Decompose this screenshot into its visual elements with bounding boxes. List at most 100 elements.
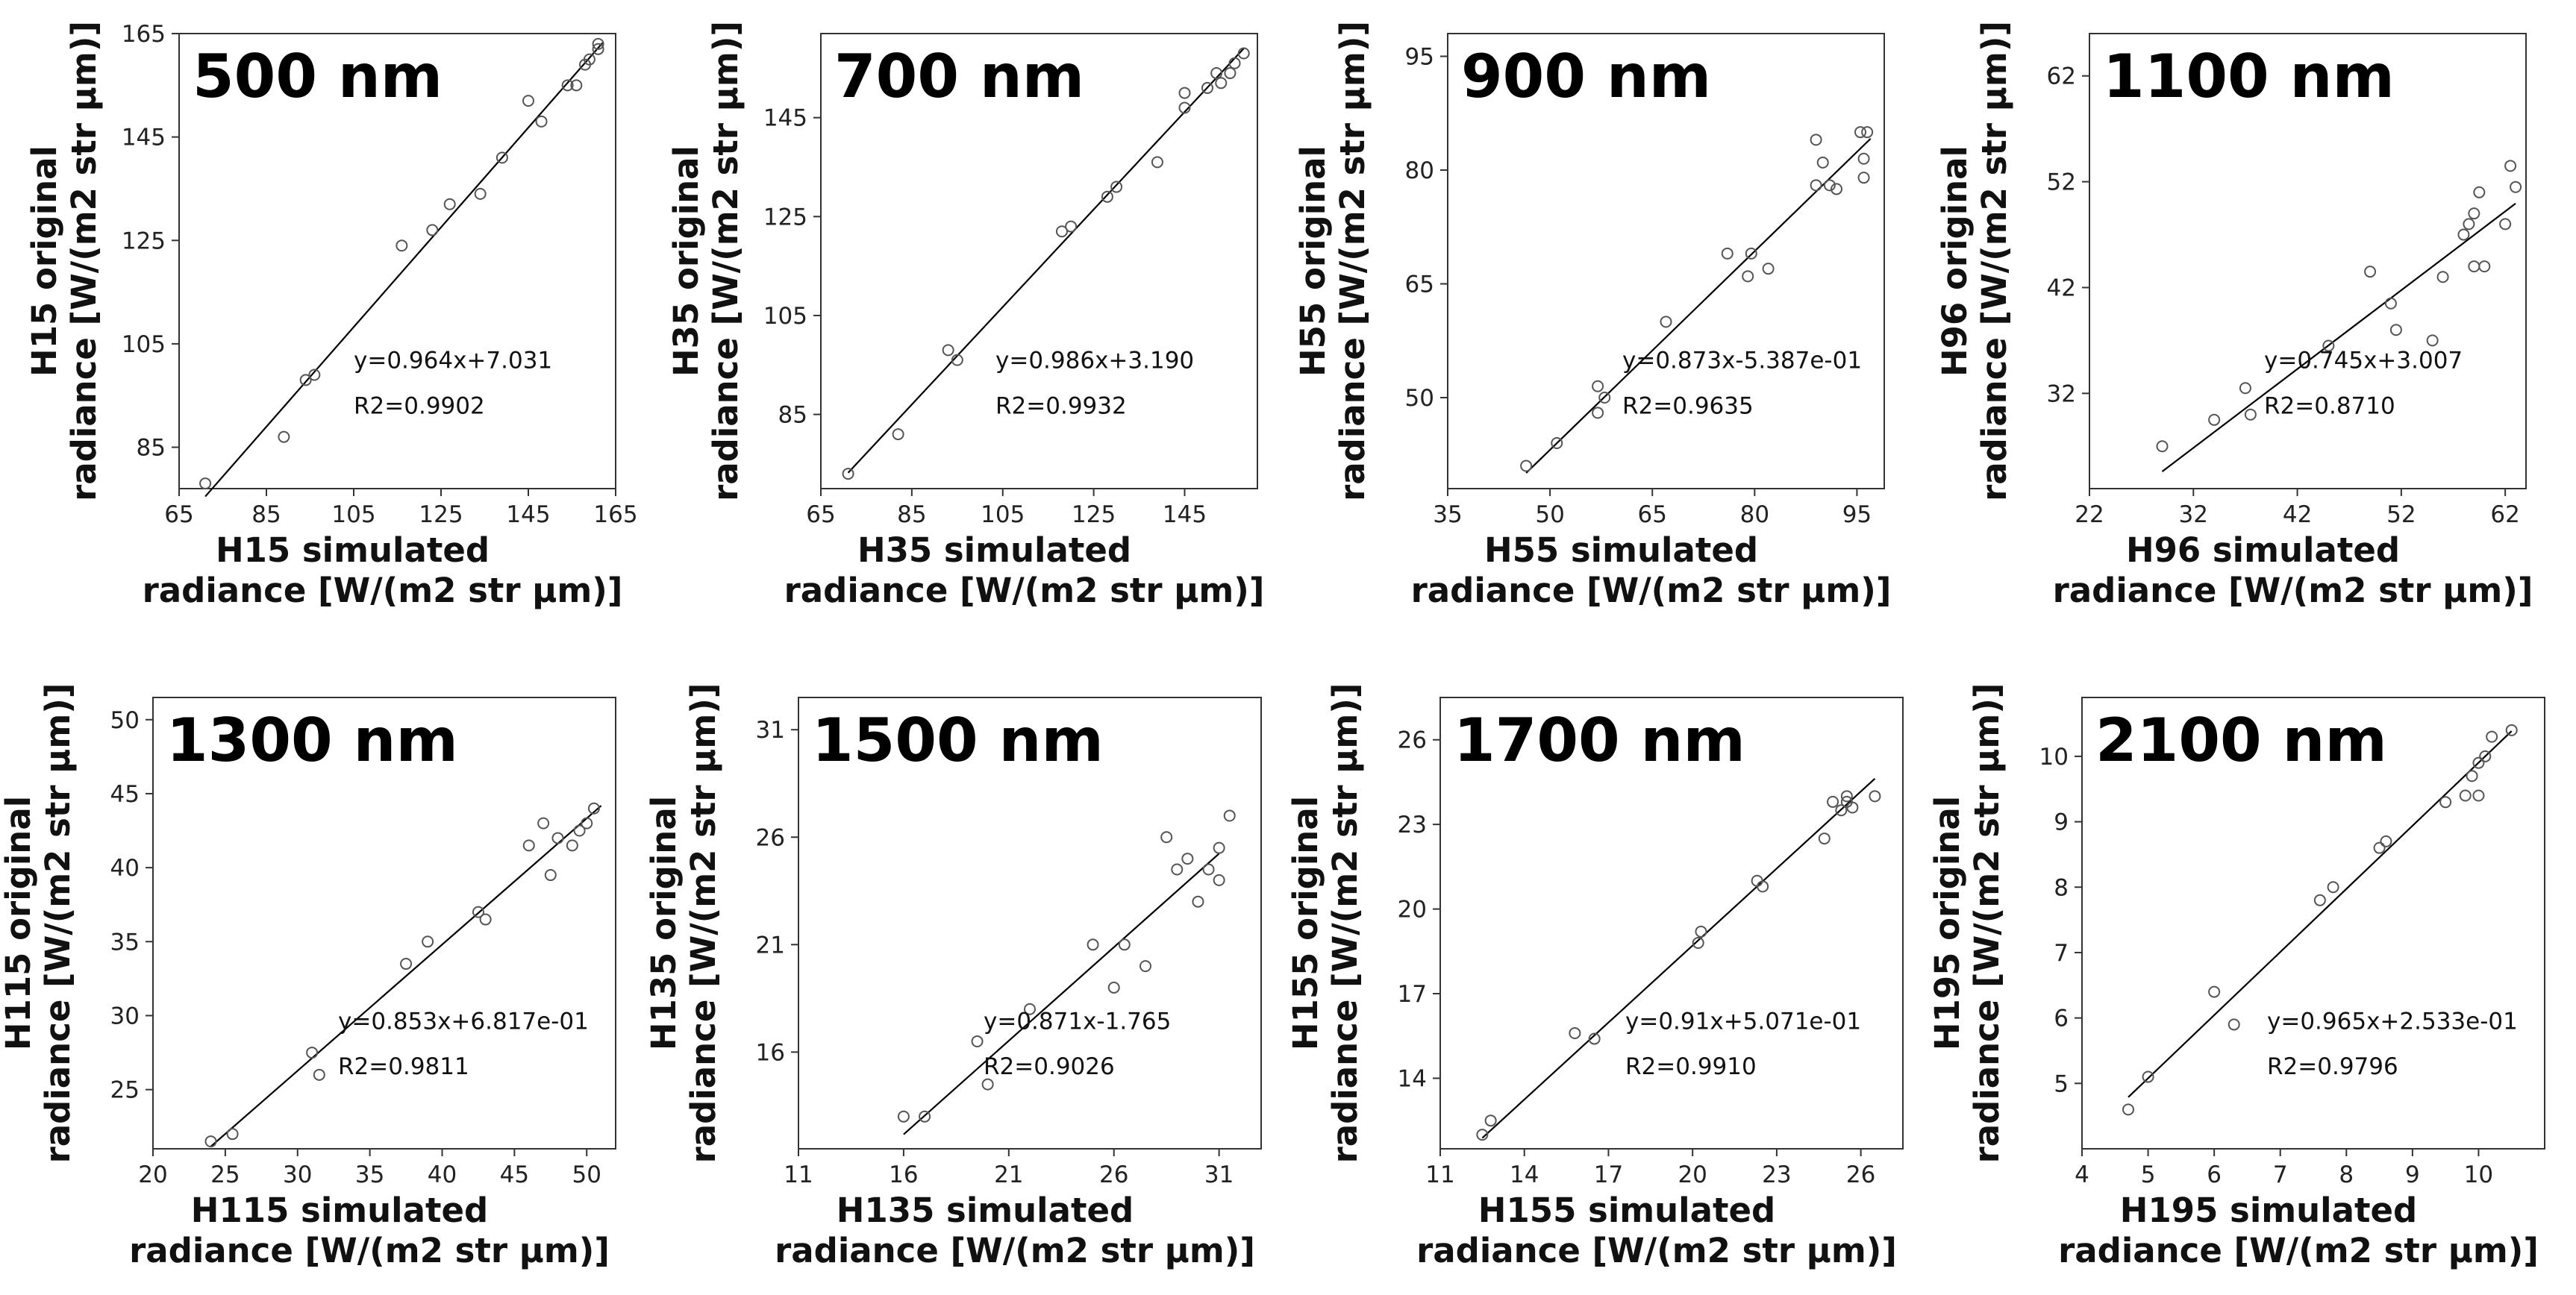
data-point (1816, 156, 1829, 169)
y-tick-label: 26 (756, 824, 785, 851)
data-point (2479, 750, 2492, 762)
data-point (971, 1035, 984, 1047)
data-point (1484, 1114, 1497, 1127)
data-point (199, 477, 212, 490)
data-point (522, 839, 535, 852)
x-tick-label: 11 (784, 1161, 813, 1188)
data-point (1692, 936, 1704, 949)
y-axis-label-unit: radiance [W/(m2 str µm)] (38, 683, 78, 1164)
r-squared: R2=0.9026 (984, 1053, 1115, 1080)
regression-line (2161, 202, 2516, 473)
data-point (1224, 67, 1237, 80)
data-point (1213, 841, 1225, 854)
data-point (522, 95, 534, 107)
data-point (2468, 207, 2480, 220)
wavelength-title: 2100 nm (2095, 706, 2387, 775)
data-point (1742, 270, 1754, 283)
x-tick-label: 105 (331, 501, 375, 528)
data-point (1213, 874, 1225, 886)
data-point (2426, 334, 2439, 347)
x-tick-label: 85 (251, 501, 281, 528)
x-tick-label: 50 (1535, 501, 1564, 528)
data-point (2322, 339, 2335, 352)
x-tick-label: 65 (164, 501, 193, 528)
x-tick-label: 30 (283, 1161, 312, 1188)
data-point (2156, 440, 2169, 453)
y-axis-label-unit: radiance [W/(m2 str µm)] (1975, 21, 2014, 501)
x-tick-label: 35 (1433, 501, 1462, 528)
data-point (2505, 724, 2518, 736)
data-point (1818, 832, 1831, 845)
data-point (1201, 81, 1213, 94)
x-axis-label: H195 simulated (2120, 1191, 2417, 1230)
y-axis-label-unit: radiance [W/(m2 str µm)] (64, 21, 104, 501)
data-point (1228, 57, 1241, 69)
plot-frame (1439, 697, 1904, 1150)
fit-equation: y=0.873x-5.387e-01 (1622, 347, 1862, 374)
data-point (1854, 126, 1867, 139)
x-tick-label: 26 (1099, 1161, 1128, 1188)
y-tick-label: 85 (778, 402, 807, 429)
data-point (396, 239, 408, 252)
data-point (2327, 881, 2339, 894)
x-tick-label: 165 (593, 501, 637, 528)
fit-equation: y=0.965x+2.533e-01 (2267, 1009, 2518, 1035)
data-point (2313, 894, 2326, 906)
y-tick-label: 85 (137, 435, 166, 462)
regression-line (2128, 730, 2513, 1098)
y-tick-label: 35 (110, 929, 140, 956)
wavelength-title: 700 nm (834, 42, 1084, 111)
data-point (2466, 770, 2478, 783)
y-tick-label: 16 (756, 1039, 785, 1066)
data-point (1831, 183, 1843, 195)
data-point (308, 369, 321, 381)
data-point (1178, 101, 1191, 114)
y-tick-label: 125 (122, 228, 166, 254)
fit-equation: y=0.986x+3.190 (995, 347, 1194, 374)
data-point (1588, 1032, 1601, 1045)
y-tick-label: 30 (110, 1003, 140, 1029)
data-point (472, 906, 484, 918)
data-point (981, 1078, 994, 1091)
data-point (1192, 895, 1204, 908)
x-axis-label: H15 simulated (216, 530, 490, 570)
y-tick-label: 80 (1405, 157, 1434, 184)
regression-line (847, 48, 1245, 474)
x-tick-label: 95 (1842, 501, 1872, 528)
x-tick-label: 65 (806, 501, 835, 528)
x-tick-label: 8 (2339, 1161, 2354, 1188)
fit-equation: y=0.871x-1.765 (984, 1009, 1171, 1035)
plot-frame (820, 33, 1258, 489)
x-axis-label: H35 simulated (857, 530, 1131, 570)
data-point (1139, 960, 1151, 973)
y-tick-label: 10 (2039, 744, 2069, 771)
x-tick-label: 21 (994, 1161, 1023, 1188)
data-point (2389, 324, 2402, 336)
data-point (1151, 156, 1163, 169)
x-tick-label: 5 (2141, 1161, 2156, 1188)
data-point (897, 1110, 910, 1123)
data-point (2457, 228, 2470, 241)
y-tick-label: 21 (756, 932, 785, 959)
data-point (422, 935, 434, 948)
data-point (842, 468, 854, 480)
x-axis-label-unit: radiance [W/(m2 str µm)] (2058, 1231, 2539, 1270)
plot-frame (178, 33, 616, 489)
y-tick-label: 65 (1405, 272, 1434, 298)
y-axis-label: H35 original (666, 145, 706, 377)
regression-line (1481, 778, 1876, 1139)
x-axis-label-unit: radiance [W/(m2 str µm)] (784, 571, 1265, 610)
data-point (551, 832, 564, 844)
r-squared: R2=0.9932 (995, 392, 1127, 419)
data-point (1215, 77, 1228, 90)
plot-frame (2081, 697, 2545, 1150)
wavelength-title: 900 nm (1461, 42, 1711, 111)
data-point (1223, 809, 1236, 822)
x-axis-label-unit: radiance [W/(m2 str µm)] (2053, 571, 2533, 610)
data-point (1823, 179, 1836, 192)
x-tick-label: 11 (1425, 1161, 1454, 1188)
